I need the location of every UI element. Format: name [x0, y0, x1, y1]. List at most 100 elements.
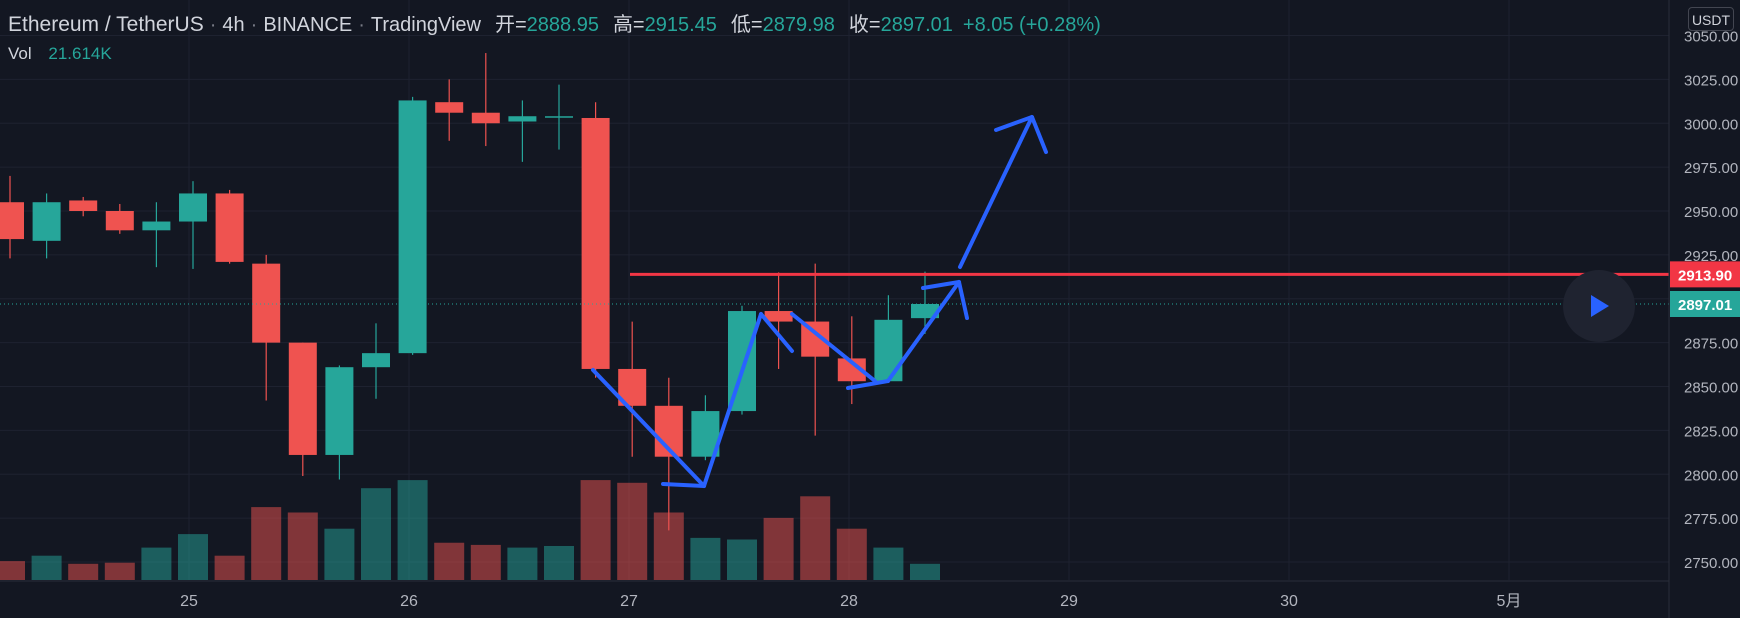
candle-body: [508, 116, 537, 122]
price-tick-label: 2800.00: [1684, 467, 1738, 484]
price-tick-label: 3025.00: [1684, 72, 1738, 89]
open-value: 2888.95: [526, 14, 599, 36]
exchange-label: BINANCE: [263, 14, 353, 36]
low-value: 2879.98: [762, 14, 835, 36]
volume-bar: [361, 488, 391, 580]
resistance-price-tag: [1670, 261, 1740, 288]
candle-body: [142, 221, 171, 231]
candle-body: [69, 200, 98, 211]
volume-bar: [507, 547, 538, 580]
volume-bar: [434, 542, 465, 580]
high-value: 2915.45: [644, 14, 717, 36]
change-value: +8.05 (+0.28%): [962, 14, 1101, 36]
volume-bar: [0, 561, 25, 580]
interval-label[interactable]: 4h: [222, 14, 245, 36]
replay-button[interactable]: [1563, 270, 1635, 342]
candle-body: [911, 303, 939, 319]
price-tick-label: 3000.00: [1684, 116, 1738, 133]
volume-bar: [873, 547, 904, 580]
volume-bar: [214, 555, 245, 580]
price-tick-label: 2950.00: [1684, 204, 1738, 221]
symbol-header: Ethereum / TetherUS · 4h · BINANCE · Tra…: [8, 8, 1101, 37]
separator: ·: [358, 14, 365, 36]
candle-body: [288, 342, 317, 455]
volume-bar: [727, 539, 757, 580]
last-price-tag: [1670, 290, 1740, 317]
trend-arrow-drawing[interactable]: [759, 312, 794, 353]
volume-legend: Vol 21.614K: [8, 44, 112, 64]
candle-body: [398, 100, 427, 354]
time-tick-label: 25: [180, 593, 198, 610]
close-label: 收=: [848, 14, 881, 36]
candle-body: [252, 263, 281, 343]
play-icon: [1591, 295, 1609, 317]
separator: ·: [250, 14, 258, 36]
candle-body: [837, 358, 866, 382]
trend-arrow-drawing[interactable]: [702, 312, 763, 488]
volume-bar: [178, 534, 208, 580]
trend-arrow-drawing[interactable]: [591, 368, 706, 488]
high-label: 高=: [612, 14, 645, 36]
separator: ·: [209, 14, 217, 36]
time-tick-label: 5月: [1497, 593, 1522, 610]
time-tick-label: 26: [400, 593, 418, 610]
candle-body: [545, 116, 573, 118]
trend-arrow-drawing[interactable]: [661, 482, 706, 488]
volume-bar: [910, 563, 940, 580]
candle-body: [0, 202, 24, 240]
price-tick-label: 2750.00: [1684, 555, 1738, 572]
volume-bar: [324, 528, 355, 580]
volume-bar: [617, 482, 648, 580]
candle-body: [215, 193, 244, 262]
close-value: 2897.01: [880, 14, 953, 36]
price-tick-label: 2875.00: [1684, 336, 1738, 353]
volume-bar: [31, 555, 62, 580]
volume-bar: [690, 537, 721, 580]
volume-bar: [800, 496, 831, 580]
symbol-name[interactable]: Ethereum / TetherUS: [8, 13, 204, 36]
open-label: 开=: [494, 14, 527, 36]
candle-body: [764, 311, 793, 322]
candle-body: [325, 367, 354, 455]
trend-arrow-drawing[interactable]: [886, 280, 961, 383]
volume-bar: [141, 547, 172, 580]
volume-label[interactable]: Vol: [8, 44, 32, 63]
trend-arrow-drawing[interactable]: [958, 115, 1034, 269]
time-tick-label: 29: [1060, 593, 1078, 610]
trend-arrow-drawing[interactable]: [994, 115, 1048, 154]
volume-bar: [470, 544, 501, 580]
volume-bar: [397, 480, 428, 580]
price-tick-label: 2850.00: [1684, 380, 1738, 397]
price-tick-label: 3050.00: [1684, 29, 1738, 46]
volume-bar: [104, 562, 135, 580]
candle-body: [471, 112, 500, 124]
volume-bar: [836, 528, 867, 580]
time-tick-label: 30: [1280, 593, 1298, 610]
volume-bar: [251, 507, 282, 580]
last-price-label: 2897.01: [1678, 297, 1732, 314]
volume-bar: [287, 512, 318, 580]
candle-body: [32, 202, 61, 241]
candle-body: [874, 319, 903, 382]
volume-value: 21.614K: [48, 44, 112, 63]
price-tick-label: 2975.00: [1684, 160, 1738, 177]
volume-bar: [580, 480, 611, 580]
time-tick-label: 28: [840, 593, 858, 610]
trend-arrow-drawing[interactable]: [921, 280, 969, 320]
source-label: TradingView: [370, 14, 481, 36]
price-tick-label: 2775.00: [1684, 511, 1738, 528]
trend-arrow-drawing[interactable]: [790, 312, 877, 383]
candle-body: [105, 211, 134, 231]
candle-body: [179, 193, 207, 222]
price-tick-label: 2825.00: [1684, 423, 1738, 440]
currency-button[interactable]: USDT: [1688, 7, 1734, 31]
trend-arrow-drawing[interactable]: [846, 379, 890, 390]
candle-body: [362, 353, 390, 368]
time-tick-label: 27: [620, 593, 638, 610]
resistance-price-label: 2913.90: [1678, 267, 1732, 284]
volume-bar: [763, 517, 794, 580]
candle-body: [581, 117, 610, 369]
candle-body: [435, 102, 464, 113]
